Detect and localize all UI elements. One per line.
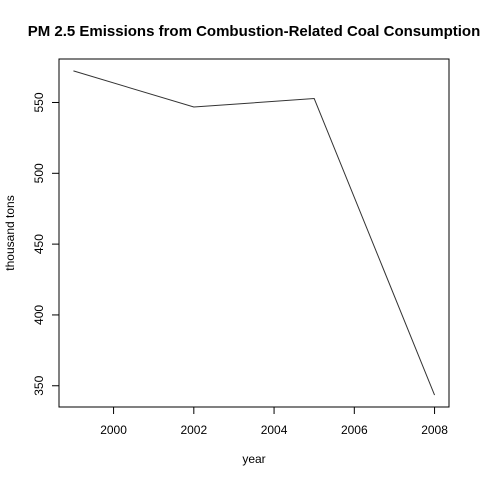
y-tick-label: 350: [32, 375, 46, 395]
x-axis-title: year: [242, 452, 265, 466]
x-tick-label: 2006: [341, 423, 368, 437]
x-tick-label: 2002: [180, 423, 207, 437]
y-tick-label: 550: [32, 92, 46, 112]
series-layer: [73, 70, 436, 396]
y-tick-label: 400: [32, 305, 46, 325]
chart-title: PM 2.5 Emissions from Combustion-Related…: [28, 23, 480, 40]
series-line: [73, 70, 436, 396]
y-axis-title: thousand tons: [3, 195, 17, 270]
x-tick-label: 2008: [421, 423, 448, 437]
y-tick-label: 500: [32, 163, 46, 183]
x-tick-label: 2000: [100, 423, 127, 437]
axes: 2000 2002 2004 2006 2008 350 400 450 500 550: [32, 92, 448, 437]
x-tick-label: 2004: [261, 423, 288, 437]
y-tick-label: 450: [32, 234, 46, 254]
